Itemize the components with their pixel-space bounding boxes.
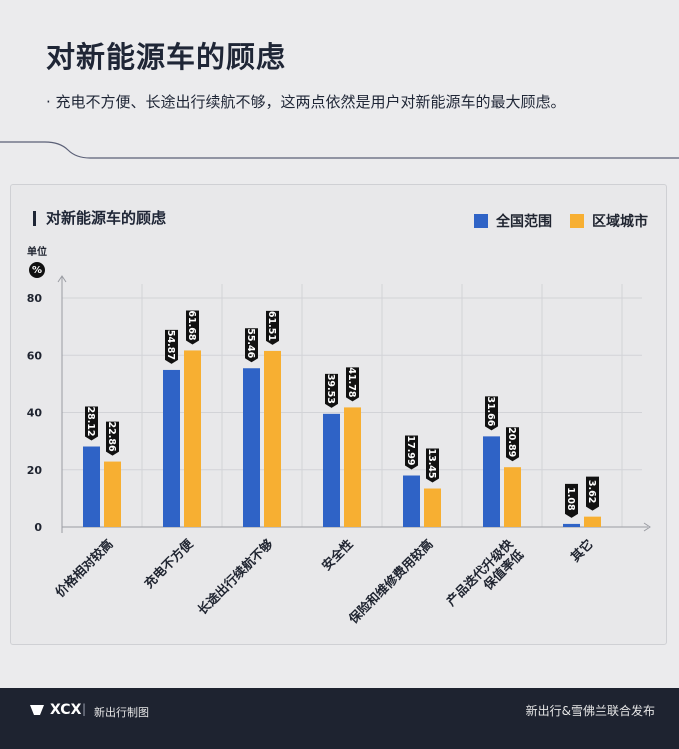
chart-title: 对新能源车的顾虑 <box>33 211 166 226</box>
data-label: 13.45 <box>426 448 439 483</box>
data-label-tag <box>165 329 178 364</box>
data-label-tag <box>426 448 439 483</box>
bar-regional <box>504 467 521 527</box>
data-label-text: 3.62 <box>586 480 597 503</box>
bar-regional <box>264 350 281 527</box>
data-label-text: 61.68 <box>186 310 197 340</box>
legend-item-regional: 区域城市 <box>570 211 648 231</box>
bar-national <box>563 523 580 527</box>
data-label-text: 31.66 <box>485 396 496 426</box>
bar-regional <box>344 407 361 527</box>
data-label-tag <box>485 396 498 431</box>
data-label: 61.51 <box>266 311 279 345</box>
data-label-tag <box>106 421 119 456</box>
data-label: 55.46 <box>245 328 258 363</box>
bar-regional <box>424 488 441 527</box>
data-label: 28.12 <box>85 406 98 441</box>
data-label: 41.78 <box>346 367 359 402</box>
bar-national <box>403 475 420 527</box>
data-label-text: 17.99 <box>405 435 416 465</box>
data-label-text: 61.51 <box>266 311 277 341</box>
x-tick-label: 充电不方便 <box>141 536 196 591</box>
unit-badge: % <box>29 262 45 278</box>
data-label-tag <box>586 476 599 511</box>
legend-label-regional: 区域城市 <box>592 214 648 230</box>
data-label: 1.08 <box>565 483 578 518</box>
data-label-tag <box>346 367 359 402</box>
bar-regional <box>584 516 601 527</box>
decorative-divider <box>0 141 679 159</box>
data-label: 54.87 <box>165 330 178 364</box>
logo-arrow-icon <box>30 705 44 715</box>
footer-logo: XCX <box>30 702 81 718</box>
bar-regional <box>104 461 121 527</box>
data-label: 3.62 <box>586 476 599 511</box>
data-label-text: 41.78 <box>346 367 357 397</box>
page-title: 对新能源车的顾虑 <box>46 40 287 74</box>
bar-national <box>323 413 340 527</box>
unit-label: 单位 <box>27 247 47 258</box>
data-label: 20.89 <box>506 427 519 462</box>
data-label-text: 13.45 <box>426 448 437 478</box>
y-tick-label: 20 <box>27 464 43 477</box>
y-tick-label: 80 <box>27 292 43 305</box>
bar-national <box>83 446 100 527</box>
bar-regional <box>184 350 201 527</box>
data-label-text: 54.87 <box>165 330 176 360</box>
data-label: 22.86 <box>106 422 119 456</box>
data-label-text: 1.08 <box>565 487 576 511</box>
footer-publisher: 新出行&雪佛兰联合发布 <box>525 704 655 718</box>
footer: XCX | 新出行制图 新出行&雪佛兰联合发布 <box>0 688 679 749</box>
data-label-text: 55.46 <box>245 328 256 358</box>
data-label-tag <box>405 435 418 470</box>
y-tick-label: 60 <box>27 349 43 362</box>
bar-national <box>483 436 500 527</box>
data-label-text: 39.53 <box>325 374 336 404</box>
x-tick-label: 价格相对较高 <box>52 536 116 600</box>
data-label: 17.99 <box>405 435 418 470</box>
x-tick-label: 其它 <box>567 536 595 564</box>
footer-separator: | <box>82 702 87 716</box>
data-label-tag <box>565 483 578 518</box>
chart-card: 对新能源车的顾虑 全国范围 区域城市 单位 % 0 20 40 60 80 28.12 22… <box>10 184 667 645</box>
data-label-tag <box>506 427 519 462</box>
data-label-text: 20.89 <box>506 427 517 457</box>
data-label-tag <box>266 310 279 345</box>
page-subtitle: · 充电不方便、长途出行续航不够，这两点依然是用户对新能源车的最大顾虑。 <box>46 93 566 111</box>
data-label: 61.68 <box>186 310 199 345</box>
data-label-tag <box>325 373 338 408</box>
data-label: 39.53 <box>325 374 338 408</box>
data-label: 31.66 <box>485 396 498 431</box>
footer-brand: 新出行制图 <box>94 706 149 719</box>
chart-legend: 全国范围 区域城市 <box>474 211 648 231</box>
x-tick-label: 产品迭代升级快保值率低 <box>443 536 526 619</box>
y-axis-arrow-icon <box>57 275 67 283</box>
data-label-tag <box>245 328 258 363</box>
legend-swatch-regional <box>570 214 584 228</box>
bar-chart: 0 20 40 60 80 28.12 22.86 价格相对较高 54.87 61.68 充电不方便… <box>27 275 651 627</box>
data-label-text: 28.12 <box>85 406 96 436</box>
legend-label-national: 全国范围 <box>496 214 552 230</box>
y-tick-label: 40 <box>27 407 43 420</box>
bar-national <box>243 368 260 527</box>
x-tick-label: 长途出行续航不够 <box>194 536 276 618</box>
x-axis-arrow-icon <box>643 522 651 532</box>
x-tick-label: 安全性 <box>319 536 356 573</box>
data-label-tag <box>186 310 199 345</box>
data-label-tag <box>85 406 98 441</box>
bar-national <box>163 369 180 527</box>
y-tick-label: 0 <box>34 521 42 534</box>
data-label-text: 22.86 <box>106 422 117 452</box>
x-tick-label: 保险和维修费用较高 <box>345 536 436 627</box>
logo-text: XCX <box>50 702 82 718</box>
legend-swatch-national <box>474 214 488 228</box>
legend-item-national: 全国范围 <box>474 211 552 231</box>
